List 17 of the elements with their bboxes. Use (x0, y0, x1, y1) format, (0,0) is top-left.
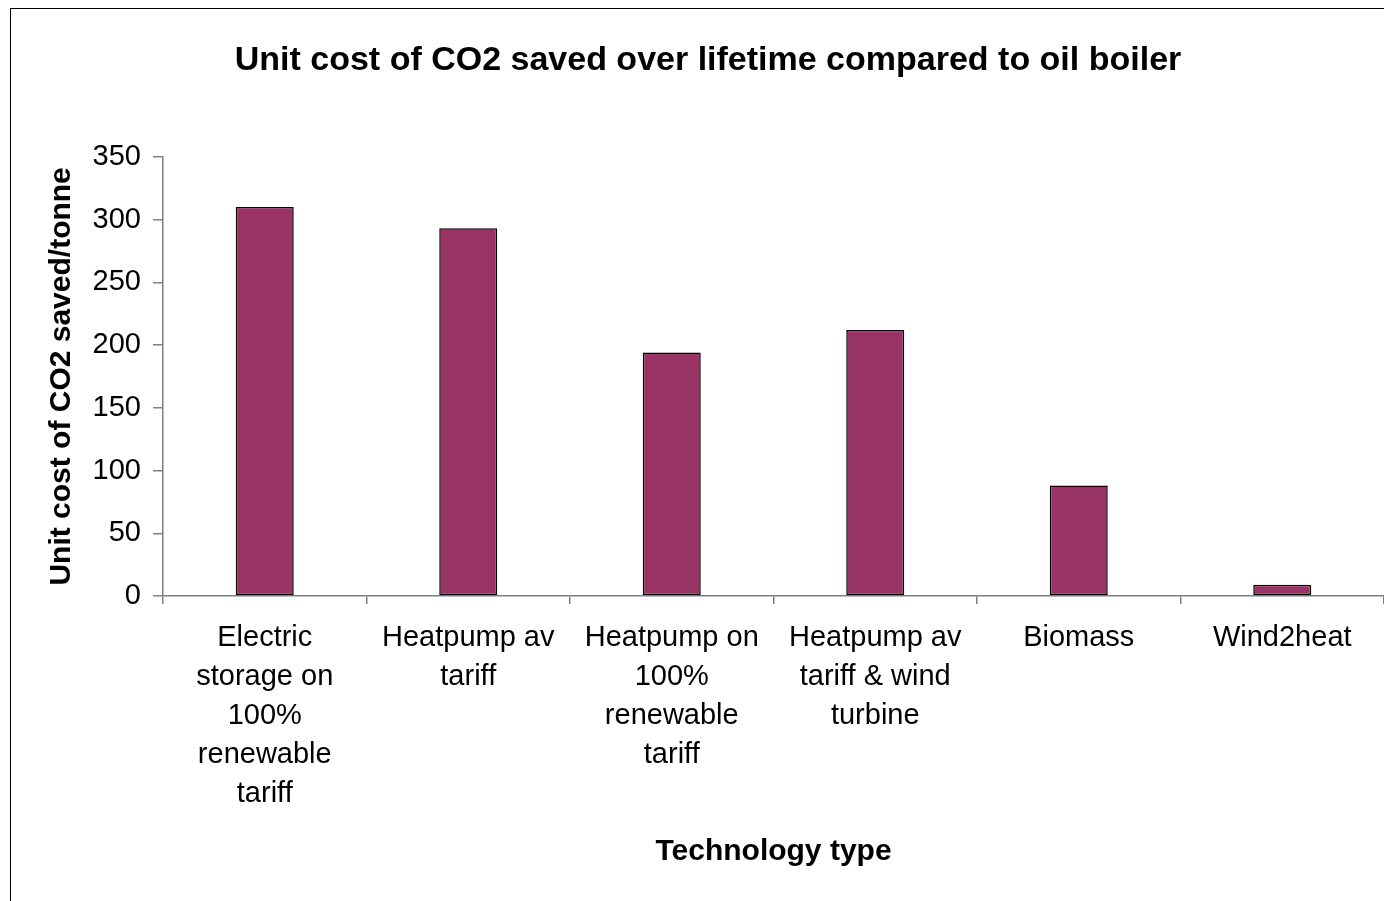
x-tick-label: Biomass (1023, 619, 1135, 652)
x-tick-label: Heatpump av tariff & wind turbine (789, 619, 962, 730)
x-tick-label: Electric storage on 100% renewable tariff (196, 619, 334, 808)
x-tick-label: Wind2heat (1212, 619, 1352, 652)
y-tick-label: 100 (92, 452, 141, 485)
y-tick-label: 150 (92, 389, 141, 422)
x-tick-label: Heatpump av tariff (382, 619, 555, 691)
y-tick-label: 0 (124, 578, 141, 610)
y-tick-label: 50 (108, 515, 141, 548)
y-tick-label: 300 (92, 201, 141, 234)
y-axis-title: Unit cost of CO2 saved/tonne (43, 167, 77, 586)
chart-title: Unit cost of CO2 saved over lifetime compared to oil boiler (234, 38, 1182, 77)
x-tick-label: Heatpump on 100% renewable tariff (584, 619, 759, 769)
x-axis-title: Technology type (655, 833, 892, 867)
y-tick-label: 200 (92, 327, 141, 360)
y-tick-label: 350 (92, 138, 141, 171)
y-tick-label: 250 (92, 264, 141, 297)
